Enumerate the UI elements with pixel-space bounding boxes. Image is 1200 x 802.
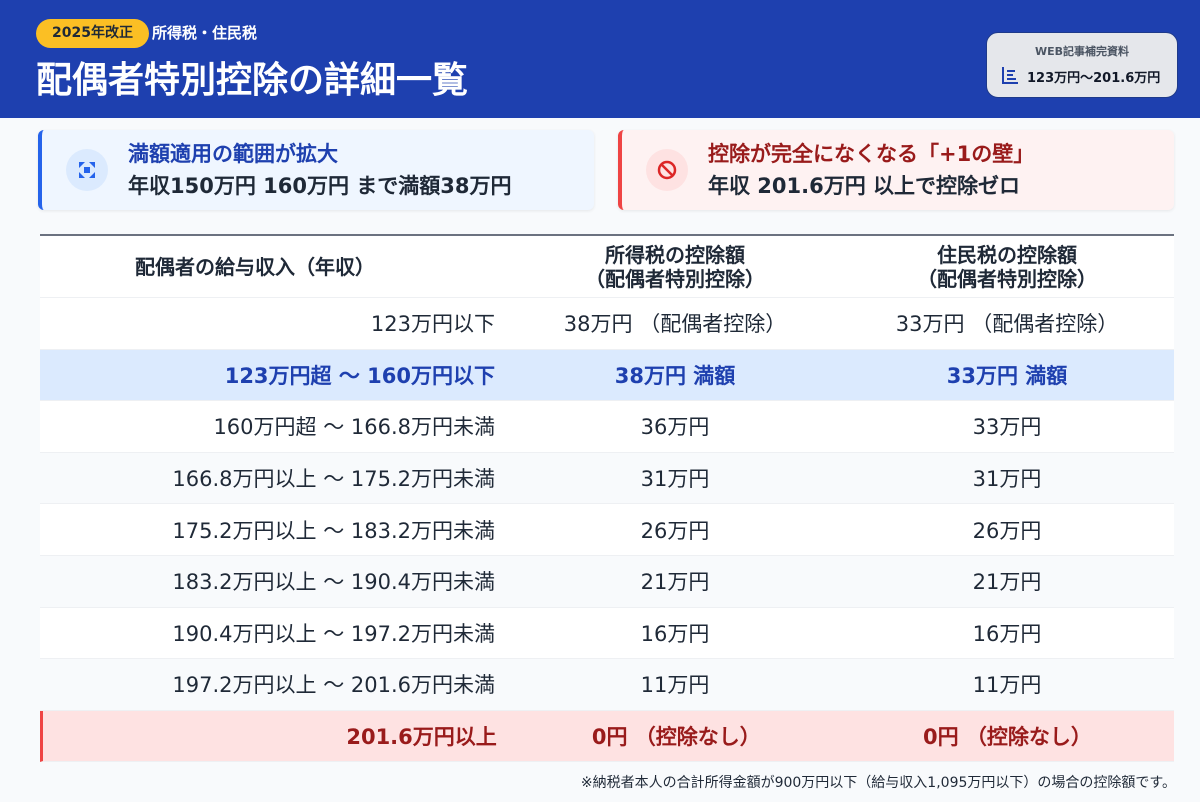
income-tax-cell: 16万円 [640,621,710,646]
income-cell: 201.6万円以上 [346,725,497,750]
income-tax-cell: 21万円 [640,570,710,595]
table-header: 配偶者の給与収入（年収） 所得税の控除額 （配偶者特別控除） 住民税の控除額 （… [40,236,1174,298]
table-row: 175.2万円以上 〜 183.2万円未満 26万円 26万円 [40,504,1174,556]
table-row: 197.2万円以上 〜 201.6万円未満 11万円 11万円 [40,659,1174,711]
table-row: 166.8万円以上 〜 175.2万円未満 31万円 31万円 [40,452,1174,505]
resident-tax-cell: 16万円 [972,621,1042,646]
reference-range: 123万円〜201.6万円 [1027,71,1161,86]
income-cell: 183.2万円以上 〜 190.4万円未満 [172,570,495,595]
resident-tax-cell: 26万円 [972,518,1042,543]
table-row: 123万円以下 38万円 （配偶者控除） 33万円 （配偶者控除） [40,298,1174,350]
table-row: 123万円超 〜 160万円以下 38万円 満額 33万円 満額 [40,349,1174,402]
card-heading: 控除が完全になくなる「+1の壁」 [708,142,1035,166]
card-text: 年収150万円 160万円 まで満額38万円 [128,174,512,198]
resident-tax-cell: 31万円 [972,467,1042,492]
resident-tax-cell: 11万円 [972,673,1042,698]
income-tax-cell: 26万円 [640,518,710,543]
info-card-wall: 控除が完全になくなる「+1の壁」 年収 201.6万円 以上で控除ゼロ [618,130,1174,210]
expand-icon [66,149,108,191]
header: 2025年改正 所得税・住民税 配偶者特別控除の詳細一覧 WEB記事補完資料 1… [0,0,1200,118]
footnote: ※納税者本人の合計所得金額が900万円以下（給与収入1,095万円以下）の場合の… [580,775,1176,791]
income-tax-cell: 31万円 [640,467,710,492]
category-label: 所得税・住民税 [152,24,258,42]
income-cell: 123万円超 〜 160万円以下 [224,363,495,388]
header-income: 配偶者の給与収入（年収） [135,254,375,279]
revision-badge: 2025年改正 [36,19,149,48]
table-row: 160万円超 〜 166.8万円未満 36万円 33万円 [40,401,1174,453]
card-text: 年収 201.6万円 以上で控除ゼロ [708,174,1021,198]
table-row: 183.2万円以上 〜 190.4万円未満 21万円 21万円 [40,555,1174,608]
income-tax-cell: 11万円 [640,673,710,698]
card-heading: 満額適用の範囲が拡大 [128,142,338,166]
resident-tax-cell: 33万円 満額 [946,363,1068,388]
resident-tax-cell: 0円 （控除なし） [922,725,1092,750]
bar-chart-icon [1002,67,1018,84]
income-tax-cell: 36万円 [640,415,710,440]
income-cell: 175.2万円以上 〜 183.2万円未満 [172,518,495,543]
reference-label: WEB記事補完資料 [1034,45,1130,58]
table-row: 201.6万円以上 0円 （控除なし） 0円 （控除なし） [40,710,1174,763]
income-cell: 166.8万円以上 〜 175.2万円未満 [172,467,495,492]
header-resident-tax: 住民税の控除額 （配偶者特別控除） [917,242,1097,291]
income-tax-cell: 38万円 満額 [614,363,736,388]
page-title: 配偶者特別控除の詳細一覧 [36,60,469,101]
resident-tax-cell: 33万円 [972,415,1042,440]
income-cell: 123万円以下 [370,312,495,337]
reference-box: WEB記事補完資料 123万円〜201.6万円 [986,32,1178,98]
resident-tax-cell: 33万円 （配偶者控除） [895,312,1119,337]
income-cell: 190.4万円以上 〜 197.2万円未満 [172,621,495,646]
income-tax-cell: 38万円 （配偶者控除） [563,312,787,337]
header-income-tax: 所得税の控除額 （配偶者特別控除） [585,242,765,291]
income-cell: 160万円超 〜 166.8万円未満 [213,415,495,440]
income-tax-cell: 0円 （控除なし） [591,725,761,750]
income-cell: 197.2万円以上 〜 201.6万円未満 [172,673,495,698]
resident-tax-cell: 21万円 [972,570,1042,595]
info-card-expanded-range: 満額適用の範囲が拡大 年収150万円 160万円 まで満額38万円 [38,130,594,210]
table-row: 190.4万円以上 〜 197.2万円未満 16万円 16万円 [40,607,1174,660]
prohibited-icon [646,149,688,191]
deduction-table: 配偶者の給与収入（年収） 所得税の控除額 （配偶者特別控除） 住民税の控除額 （… [40,234,1174,763]
